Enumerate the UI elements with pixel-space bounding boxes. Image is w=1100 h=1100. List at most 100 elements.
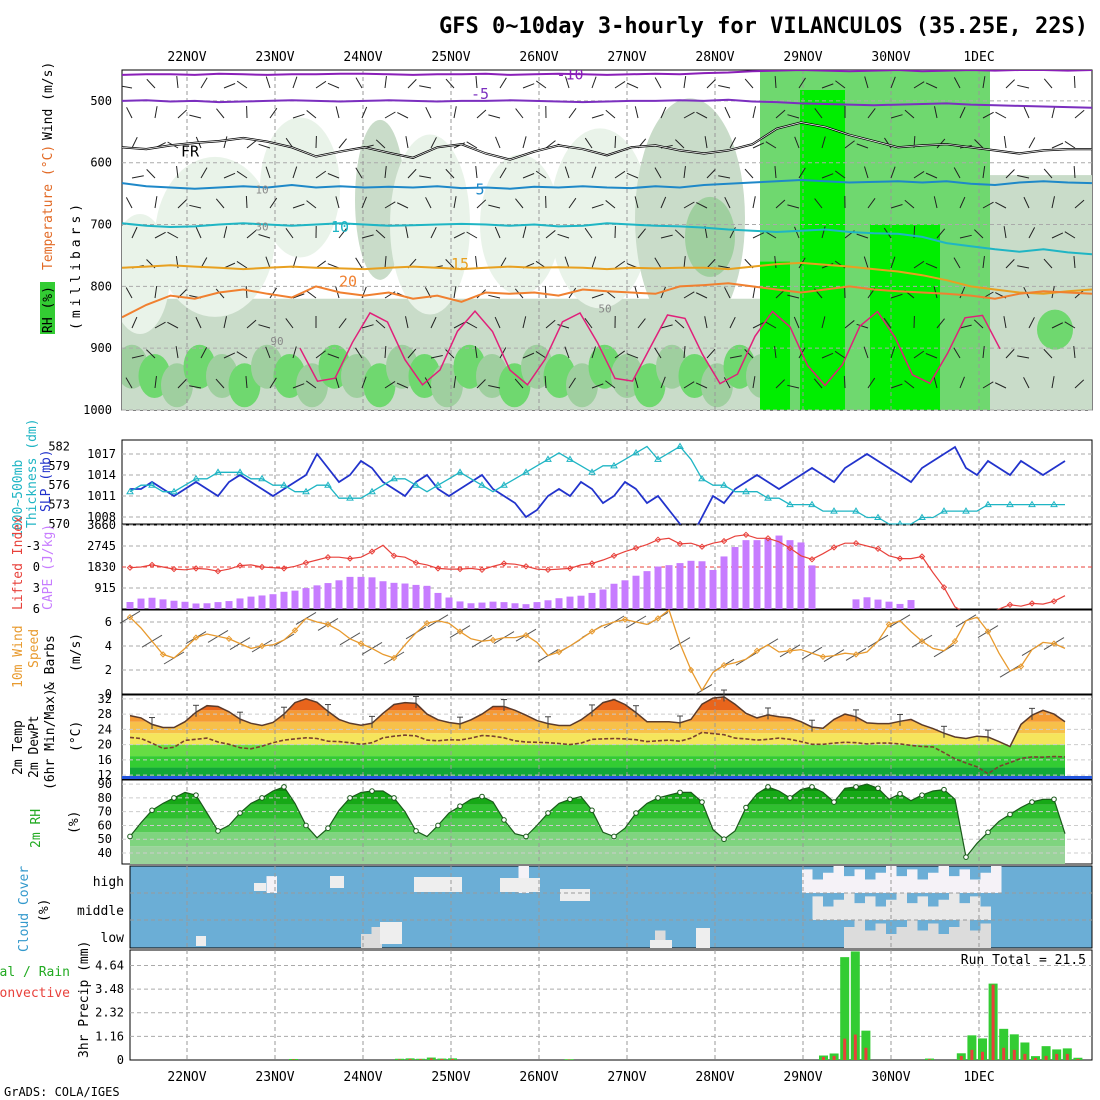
thickness-point [236,468,244,475]
cloud-row-high: high [93,875,124,890]
wind10m-speed-point [1017,663,1025,670]
cape-bar [599,589,607,609]
lifted-index-point [786,544,794,552]
wind-barb [453,232,465,239]
wind-barb [405,316,409,329]
cape-bar [643,571,651,609]
top-date-label: 30NOV [871,50,910,65]
wind-barb [605,380,616,389]
wind-barb [634,196,639,209]
cape-bar [126,602,134,609]
wind-barb [775,109,786,119]
cloud-cell [917,879,928,893]
cloud-cell [917,930,928,948]
precip-convective-bar [970,1049,974,1060]
wind-barb [215,198,225,209]
slp-tick-label: 1014 [87,468,116,482]
wind-barb [614,81,626,89]
cloud-cell [875,923,886,948]
lifted-index-point [588,560,596,567]
wind-barb [675,139,685,149]
pressure-tick-label: 800 [90,279,112,293]
cape-bar [225,601,233,609]
rh-point [171,795,177,801]
wind10m-speed-point [456,628,464,635]
wind-barb [1028,227,1036,239]
wind-barb [654,77,662,89]
isotherm-label: 10 [331,218,349,236]
wind-barb [1017,175,1030,179]
bottom-date-label: 27NOV [607,1070,646,1085]
cape-bar [731,547,739,609]
wind-barb [522,316,527,329]
rh-point [259,795,265,801]
wind-barb [407,79,417,89]
cloud-cell [991,866,1002,893]
thickness-point [852,507,860,514]
wind-barb [545,319,556,329]
cape-tick-label: 1830 [87,560,116,574]
rh-point [787,795,793,801]
bottom-date-label: 1DEC [963,1070,994,1085]
wind-barb [614,260,626,269]
precip-tick-label: 3.48 [95,982,124,996]
rh-point [985,829,991,836]
cape-bar [445,597,453,609]
rh-point [391,795,397,801]
precip-convective-bar [853,1034,857,1060]
wind-barb [488,294,501,299]
wind-barb [718,85,731,89]
thickness-axis-label: Thickness (dm) [25,418,40,528]
cloud-cell [854,869,865,893]
cloud-cell [844,893,855,920]
wind-barb [384,111,396,119]
wind-barb [752,142,765,149]
cape-bar [588,592,596,609]
wind-barb [327,82,340,89]
wind-barb [591,256,597,269]
wind10m-speed-point [720,661,728,669]
lifted-index-point [170,565,178,573]
temp-band [130,710,1065,722]
rh-contour-label: 90 [270,335,283,348]
wind-barb [765,141,777,149]
rh2m-unit-label: (%) [67,811,82,834]
wind10m-axis-label-2: Speed [27,629,42,668]
wind-barb [430,137,437,149]
cloud-patch [196,936,206,946]
wind-barb [488,385,501,389]
wind-barb [834,350,846,359]
cloud-cell [980,872,991,893]
wind-barb [215,378,225,389]
wind-barb [637,228,646,239]
slp-tick-label: 1011 [87,489,116,503]
wind-barb [591,383,604,389]
wind-barb [176,166,179,179]
cape-bar [159,599,167,609]
wind-barb [953,167,961,179]
wind-barb [361,196,367,209]
lifted-index-point [830,544,838,551]
cape-bar [522,604,530,609]
temp-tick-label: 12 [98,768,112,782]
wind-barb [424,377,432,389]
precip-legend-total: Total / Rain [0,965,70,980]
rh-point [1007,811,1013,818]
wind-barb [453,376,457,389]
isotherm-15 [122,261,1092,295]
thickness-tick-label: 579 [48,459,70,473]
temp-baseline [122,776,1092,779]
cloud-cell [938,934,949,948]
wind-barb [591,293,604,299]
wind-barb [1051,322,1064,329]
precip-convective-bar [981,1051,984,1060]
rh-contour-label: 50 [598,302,611,315]
wind-barb [306,290,317,299]
wind-barb [131,354,144,359]
wind-barb [974,229,984,239]
thickness-point [610,461,618,469]
wind-barb [787,204,800,209]
wind-barb [131,226,138,239]
rh-point [853,784,859,790]
wind-barb [843,375,846,389]
